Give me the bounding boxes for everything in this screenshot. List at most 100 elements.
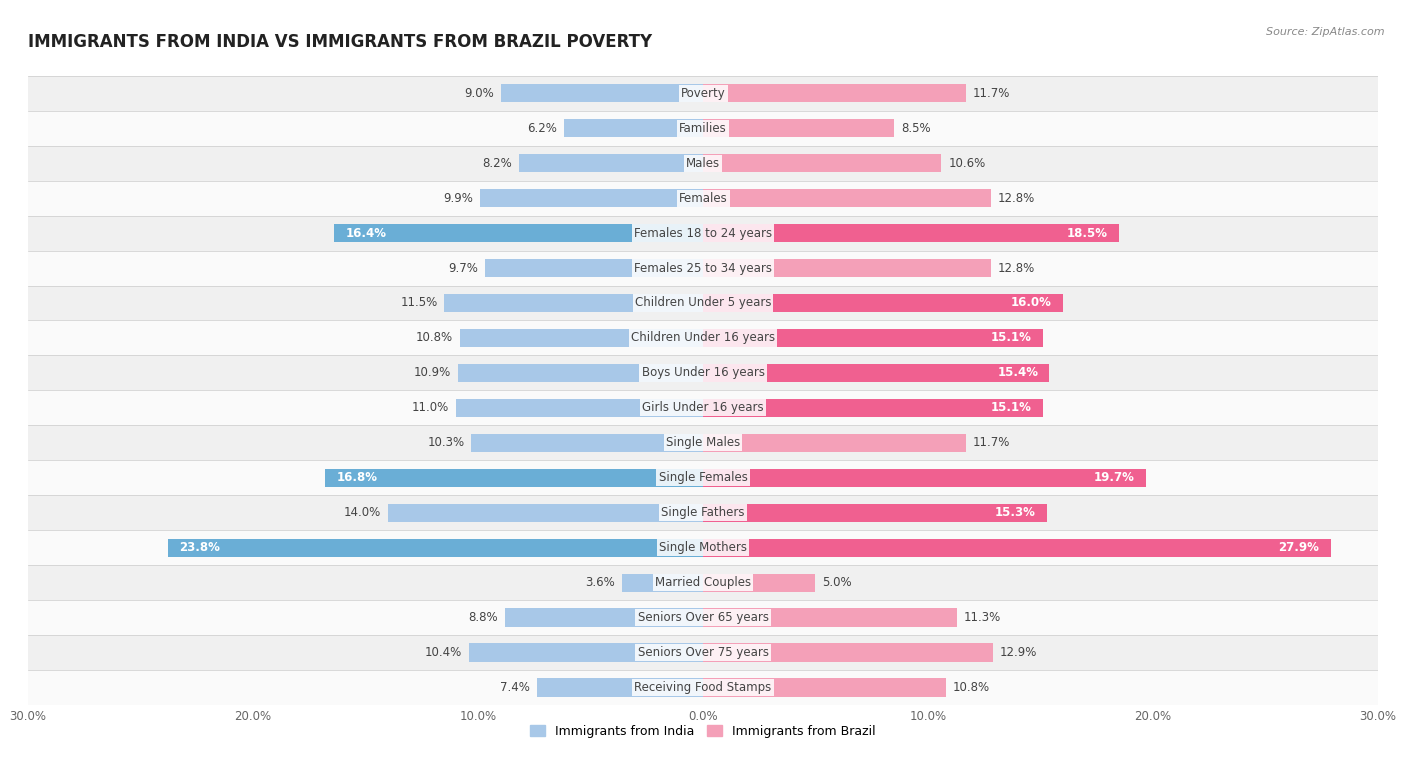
Text: Children Under 16 years: Children Under 16 years	[631, 331, 775, 344]
Text: IMMIGRANTS FROM INDIA VS IMMIGRANTS FROM BRAZIL POVERTY: IMMIGRANTS FROM INDIA VS IMMIGRANTS FROM…	[28, 33, 652, 52]
Text: Source: ZipAtlas.com: Source: ZipAtlas.com	[1267, 27, 1385, 36]
Text: 15.1%: 15.1%	[991, 331, 1032, 344]
Text: 10.3%: 10.3%	[427, 437, 464, 449]
Text: 11.5%: 11.5%	[401, 296, 437, 309]
Bar	[703, 364, 1049, 382]
Bar	[28, 600, 1378, 635]
Bar	[28, 76, 1378, 111]
Bar	[703, 678, 946, 697]
Bar	[703, 539, 1330, 556]
Text: 15.1%: 15.1%	[991, 401, 1032, 415]
Bar	[444, 294, 703, 312]
Text: Single Males: Single Males	[666, 437, 740, 449]
Text: 18.5%: 18.5%	[1067, 227, 1108, 240]
Text: Females: Females	[679, 192, 727, 205]
Bar	[703, 224, 1119, 242]
Text: 11.7%: 11.7%	[973, 437, 1011, 449]
Text: 16.8%: 16.8%	[336, 471, 377, 484]
Text: 8.2%: 8.2%	[482, 157, 512, 170]
Bar	[167, 539, 703, 556]
Bar	[703, 574, 815, 592]
Text: Boys Under 16 years: Boys Under 16 years	[641, 366, 765, 380]
Text: 11.0%: 11.0%	[412, 401, 449, 415]
Bar	[703, 399, 1043, 417]
Bar	[460, 329, 703, 347]
Bar	[703, 259, 991, 277]
Bar	[28, 146, 1378, 180]
Bar	[505, 609, 703, 627]
Text: 15.4%: 15.4%	[997, 366, 1038, 380]
Text: 9.7%: 9.7%	[449, 262, 478, 274]
Bar	[28, 460, 1378, 495]
Text: 14.0%: 14.0%	[344, 506, 381, 519]
Text: 10.9%: 10.9%	[413, 366, 451, 380]
Bar	[703, 434, 966, 452]
Bar	[28, 390, 1378, 425]
Bar	[703, 154, 942, 172]
Text: Males: Males	[686, 157, 720, 170]
Text: Seniors Over 65 years: Seniors Over 65 years	[637, 611, 769, 624]
Text: Families: Families	[679, 122, 727, 135]
Text: 8.5%: 8.5%	[901, 122, 931, 135]
Bar	[388, 503, 703, 522]
Text: Seniors Over 75 years: Seniors Over 75 years	[637, 646, 769, 659]
Text: 3.6%: 3.6%	[585, 576, 616, 589]
Bar	[703, 119, 894, 137]
Bar	[537, 678, 703, 697]
Bar	[28, 495, 1378, 530]
Text: Girls Under 16 years: Girls Under 16 years	[643, 401, 763, 415]
Bar	[458, 364, 703, 382]
Text: Children Under 5 years: Children Under 5 years	[634, 296, 772, 309]
Text: 5.0%: 5.0%	[823, 576, 852, 589]
Text: 10.8%: 10.8%	[416, 331, 453, 344]
Bar	[28, 530, 1378, 565]
Text: 10.8%: 10.8%	[953, 681, 990, 694]
Text: 12.9%: 12.9%	[1000, 646, 1038, 659]
Bar	[703, 189, 991, 207]
Bar	[703, 644, 993, 662]
Text: 10.6%: 10.6%	[948, 157, 986, 170]
Bar	[28, 321, 1378, 356]
Text: 11.7%: 11.7%	[973, 86, 1011, 100]
Bar	[481, 189, 703, 207]
Bar	[501, 84, 703, 102]
Text: Poverty: Poverty	[681, 86, 725, 100]
Text: 27.9%: 27.9%	[1278, 541, 1319, 554]
Text: 12.8%: 12.8%	[998, 192, 1035, 205]
Bar	[470, 644, 703, 662]
Text: Married Couples: Married Couples	[655, 576, 751, 589]
Bar	[703, 329, 1043, 347]
Text: 10.4%: 10.4%	[425, 646, 463, 659]
Text: 7.4%: 7.4%	[501, 681, 530, 694]
Text: 8.8%: 8.8%	[468, 611, 498, 624]
Bar	[28, 286, 1378, 321]
Text: 11.3%: 11.3%	[965, 611, 1001, 624]
Bar	[28, 180, 1378, 215]
Bar	[28, 111, 1378, 146]
Bar	[703, 609, 957, 627]
Bar	[28, 670, 1378, 705]
Text: 12.8%: 12.8%	[998, 262, 1035, 274]
Bar	[28, 425, 1378, 460]
Bar	[485, 259, 703, 277]
Text: 9.0%: 9.0%	[464, 86, 494, 100]
Bar	[325, 468, 703, 487]
Bar	[28, 356, 1378, 390]
Text: Receiving Food Stamps: Receiving Food Stamps	[634, 681, 772, 694]
Text: Single Females: Single Females	[658, 471, 748, 484]
Bar	[519, 154, 703, 172]
Bar	[703, 294, 1063, 312]
Text: 9.9%: 9.9%	[444, 192, 474, 205]
Text: Single Fathers: Single Fathers	[661, 506, 745, 519]
Legend: Immigrants from India, Immigrants from Brazil: Immigrants from India, Immigrants from B…	[526, 720, 880, 743]
Text: 16.0%: 16.0%	[1011, 296, 1052, 309]
Bar	[28, 565, 1378, 600]
Bar	[28, 251, 1378, 286]
Text: 6.2%: 6.2%	[527, 122, 557, 135]
Bar	[335, 224, 703, 242]
Bar	[471, 434, 703, 452]
Bar	[621, 574, 703, 592]
Bar	[703, 84, 966, 102]
Text: 15.3%: 15.3%	[995, 506, 1036, 519]
Bar	[564, 119, 703, 137]
